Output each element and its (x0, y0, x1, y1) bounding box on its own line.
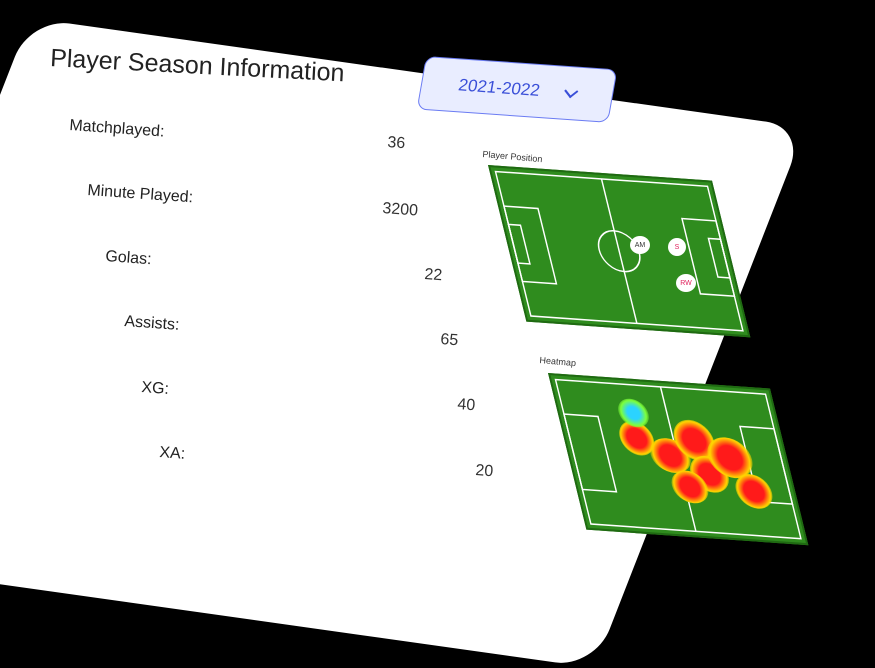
season-select-value: 2021-2022 (456, 75, 542, 100)
position-marker-rw: RW (676, 274, 696, 292)
stat-label-goals: Golas: (104, 248, 153, 269)
season-info-card (0, 18, 806, 668)
stat-value-xg: 40 (456, 396, 476, 415)
position-marker-s: S (668, 238, 686, 256)
stat-value-assists: 65 (439, 331, 459, 350)
stat-label-xa: XA: (158, 444, 186, 463)
position-marker-am: AM (630, 236, 650, 254)
heatmap-pitch-lines (554, 378, 802, 540)
stat-value-minutes: 3200 (381, 200, 419, 220)
stat-value-xa: 20 (474, 462, 494, 481)
stat-value-goals: 22 (423, 266, 443, 285)
stat-label-assists: Assists: (123, 313, 180, 334)
pitch-lines (494, 170, 744, 332)
position-pitch (488, 165, 751, 338)
chevron-down-icon (563, 84, 578, 99)
heatmap-pitch (548, 373, 809, 546)
stat-label-xg: XG: (140, 379, 170, 398)
stat-value-matches: 36 (386, 134, 406, 153)
